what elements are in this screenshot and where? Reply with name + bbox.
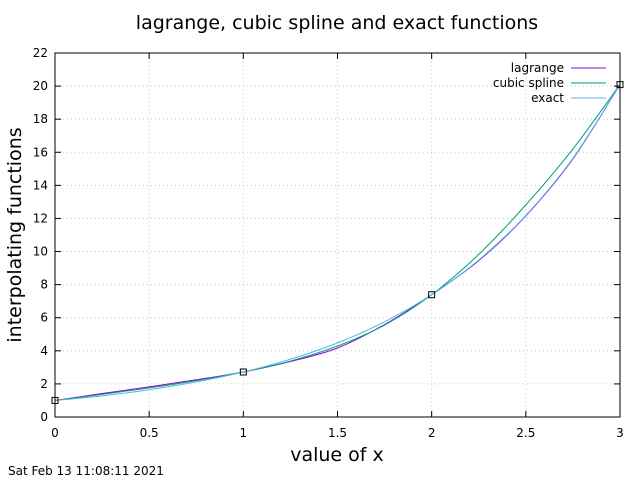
x-tick-label: 1 [240,426,248,440]
series-layer [54,84,621,401]
y-tick-label: 6 [40,311,48,325]
legend-label-exact: exact [531,91,564,105]
y-tick-label: 18 [33,112,48,126]
y-tick-label: 8 [40,278,48,292]
data-point-marker [239,368,247,376]
x-tick-label: 0.5 [140,426,159,440]
series-line-cubic-spline [54,84,621,401]
x-tick-label: 0 [51,426,59,440]
y-tick-label: 16 [33,145,48,159]
chart-title: lagrange, cubic spline and exact functio… [136,12,538,34]
legend-label-cubic-spline: cubic spline [493,76,564,90]
legend-label-lagrange: lagrange [511,61,564,75]
y-tick-label: 12 [33,211,48,225]
data-point-marker [428,291,436,299]
timestamp: Sat Feb 13 11:08:11 2021 [8,464,164,478]
y-tick-label: 4 [40,344,48,358]
y-tick-label: 22 [33,46,48,60]
series-line-exact [54,84,621,401]
y-tick-label: 2 [40,377,48,391]
y-tick-label: 14 [33,178,48,192]
y-tick-label: 20 [33,79,48,93]
y-tick-label: 10 [33,245,48,259]
x-tick-label: 2.5 [516,426,535,440]
y-tick-label: 0 [40,410,48,424]
x-tick-label: 1.5 [328,426,347,440]
x-tick-label: 3 [616,426,624,440]
x-tick-label: 2 [428,426,436,440]
x-axis-label: value of x [290,444,384,466]
grid [55,53,620,417]
y-axis-label: interpolating functions [4,127,26,342]
ticks: 0 0.5 1 1.5 2 2.5 3 0 2 4 6 8 10 12 14 16 18 20 22 [33,46,624,440]
plot-border [54,52,621,418]
